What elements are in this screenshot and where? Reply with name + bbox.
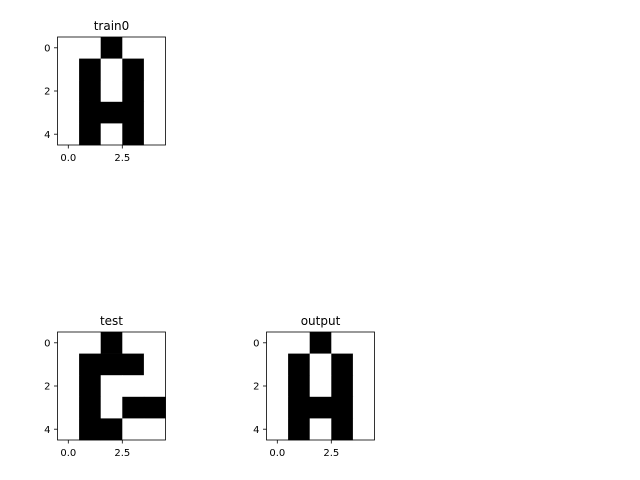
cell-output-r4-c3 [331,418,354,441]
cell-test-r1-c1 [79,353,101,376]
cell-test-r0-c0 [57,332,80,354]
cell-output-r0-c3 [331,332,354,354]
cell-test-r4-c3 [122,418,145,441]
cell-train0-r4-c2 [100,123,123,146]
x-tick-label-train0-0: 0.0 [60,153,76,164]
cell-train0-r4-c1 [79,123,101,146]
y-tick-label-output-1: 2 [253,382,259,393]
cell-output-r0-c1 [288,332,310,354]
cell-test-r0-c2 [100,332,123,354]
cell-test-r3-c0 [57,396,80,419]
cell-output-r3-c1 [288,396,310,419]
x-tick-label-output-1: 2.5 [323,448,339,459]
cell-output-r1-c2 [309,353,332,376]
y-tick-label-train0-0: 0 [44,43,50,54]
cell-output-r1-c3 [331,353,354,376]
cell-output-r1-c1 [288,353,310,376]
cell-output-r2-c4 [352,375,375,398]
cell-test-r1-c4 [143,353,166,376]
cell-output-r4-c2 [309,418,332,441]
cell-test-r0-c4 [143,332,166,354]
y-tick-label-test-1: 2 [44,382,50,393]
y-tick-label-output-0: 0 [253,338,259,349]
cell-train0-r2-c4 [143,80,166,103]
cell-test-r3-c3 [122,396,145,419]
cell-output-r0-c4 [352,332,375,354]
cell-output-r1-c4 [352,353,375,376]
y-tick-label-output-2: 4 [253,425,259,436]
x-tick-label-test-1: 2.5 [114,448,130,459]
cell-train0-r0-c2 [100,37,123,59]
cell-test-r2-c0 [57,375,80,398]
cell-train0-r0-c1 [79,37,101,59]
cell-test-r3-c4 [143,396,166,419]
panel-test: test 0.0 2.5 0 2 4 [44,314,166,459]
cell-test-r0-c1 [79,332,101,354]
y-tick-label-test-2: 4 [44,425,50,436]
cell-output-r2-c0 [266,375,289,398]
cell-train0-r4-c4 [143,123,166,146]
cell-output-r0-c2 [309,332,332,354]
panel-train0: train0 0.0 2.5 0 2 4 [44,19,166,164]
cell-output-r2-c3 [331,375,354,398]
cell-train0-r3-c4 [143,101,166,124]
chart-title-output: output [301,314,341,328]
cell-test-r4-c1 [79,418,101,441]
cell-train0-r3-c2 [100,101,123,124]
cell-train0-r2-c1 [79,80,101,103]
cell-train0-r4-c3 [122,123,145,146]
cell-train0-r2-c2 [100,80,123,103]
cell-train0-r3-c3 [122,101,145,124]
cell-output-r3-c0 [266,396,289,419]
cell-train0-r2-c0 [57,80,80,103]
cell-test-r2-c1 [79,375,101,398]
cell-test-r2-c3 [122,375,145,398]
x-tick-label-output-0: 0.0 [269,448,285,459]
x-tick-label-train0-1: 2.5 [114,153,130,164]
chart-title-test: test [100,314,123,328]
cell-test-r0-c3 [122,332,145,354]
cell-test-r2-c2 [100,375,123,398]
cell-output-r0-c0 [266,332,289,354]
cell-train0-r1-c1 [79,58,101,81]
cell-train0-r1-c2 [100,58,123,81]
y-tick-label-test-0: 0 [44,338,50,349]
cell-output-r4-c0 [266,418,289,441]
cell-test-r4-c2 [100,418,123,441]
x-tick-label-test-0: 0.0 [60,448,76,459]
cell-output-r4-c4 [352,418,375,441]
cell-train0-r4-c0 [57,123,80,146]
cell-output-r1-c0 [266,353,289,376]
cell-train0-r0-c3 [122,37,145,59]
cell-output-r3-c4 [352,396,375,419]
cell-train0-r3-c1 [79,101,101,124]
cell-train0-r2-c3 [122,80,145,103]
cell-output-r2-c1 [288,375,310,398]
y-tick-label-train0-1: 2 [44,87,50,98]
cell-test-r2-c4 [143,375,166,398]
panel-output: output 0.0 2.5 0 2 4 [253,314,375,459]
y-tick-label-train0-2: 4 [44,130,50,141]
cell-train0-r0-c4 [143,37,166,59]
cell-test-r4-c4 [143,418,166,441]
cell-train0-r0-c0 [57,37,80,59]
cell-train0-r1-c3 [122,58,145,81]
cell-test-r4-c0 [57,418,80,441]
cell-test-r3-c1 [79,396,101,419]
cell-train0-r1-c0 [57,58,80,81]
cell-output-r2-c2 [309,375,332,398]
cell-test-r1-c0 [57,353,80,376]
cell-test-r1-c2 [100,353,123,376]
cell-test-r1-c3 [122,353,145,376]
cell-train0-r1-c4 [143,58,166,81]
chart-title-train0: train0 [94,19,130,33]
cell-train0-r3-c0 [57,101,80,124]
cell-test-r3-c2 [100,396,123,419]
cell-output-r3-c3 [331,396,354,419]
cell-output-r3-c2 [309,396,332,419]
cell-output-r4-c1 [288,418,310,441]
